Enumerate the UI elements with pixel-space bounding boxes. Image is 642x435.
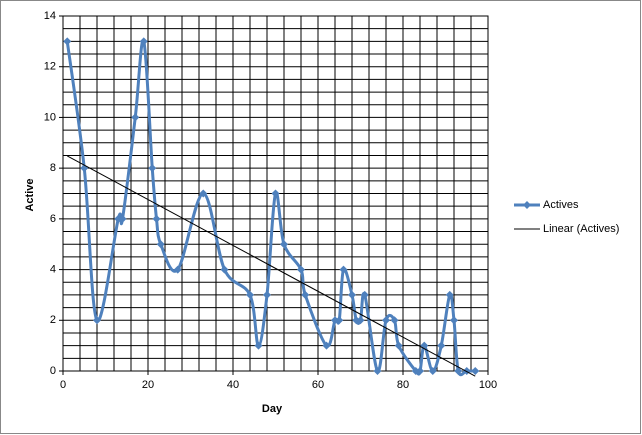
- y-tick-label: 10: [44, 111, 56, 123]
- marker: [428, 367, 437, 375]
- marker: [411, 367, 420, 375]
- y-axis-label: Active: [24, 178, 36, 211]
- marker: [199, 189, 208, 198]
- marker: [173, 265, 182, 274]
- marker: [152, 214, 161, 223]
- plot-border: [62, 15, 489, 372]
- marker: [254, 341, 263, 350]
- marker: [331, 316, 339, 325]
- y-tick-label: 12: [44, 61, 56, 73]
- marker: [297, 265, 305, 274]
- x-tick-label: 20: [142, 379, 154, 391]
- marker: [271, 189, 280, 198]
- marker: [450, 316, 458, 325]
- marker: [118, 214, 127, 223]
- marker: [63, 37, 72, 46]
- x-tick-label: 100: [479, 379, 497, 391]
- x-tick-label: 40: [227, 379, 239, 391]
- y-tick-label: 2: [50, 314, 56, 326]
- marker: [131, 113, 140, 122]
- marker: [360, 290, 369, 299]
- marker: [471, 367, 480, 375]
- marker: [280, 240, 288, 249]
- marker: [339, 265, 348, 274]
- marker: [416, 367, 424, 375]
- marker: [156, 240, 165, 249]
- marker: [114, 214, 123, 223]
- trendline: [67, 155, 476, 377]
- legend-label: Linear (Actives): [543, 223, 619, 235]
- x-axis-label: Day: [262, 403, 283, 415]
- marker: [437, 341, 446, 350]
- marker: [322, 341, 331, 350]
- marker: [356, 316, 365, 325]
- x-tick-label: 60: [312, 379, 324, 391]
- y-tick-label: 6: [50, 213, 56, 225]
- y-tick-label: 4: [50, 263, 56, 275]
- marker: [382, 316, 390, 325]
- marker: [93, 316, 101, 325]
- marker: [246, 290, 254, 299]
- marker: [301, 290, 310, 299]
- marker: [352, 316, 361, 325]
- marker: [390, 316, 399, 325]
- marker: [335, 316, 344, 325]
- marker: [445, 290, 454, 299]
- marker: [139, 37, 148, 46]
- y-tick-label: 14: [44, 10, 56, 22]
- marker: [348, 290, 356, 299]
- legend-marker: [523, 201, 531, 209]
- marker: [148, 164, 157, 173]
- x-tick-label: 80: [397, 379, 409, 391]
- marker: [373, 367, 382, 375]
- y-tick-label: 0: [50, 365, 56, 377]
- marker: [394, 341, 403, 350]
- marker: [263, 290, 271, 299]
- marker: [220, 265, 229, 274]
- marker: [454, 367, 463, 375]
- legend-label: Actives: [543, 199, 579, 211]
- x-tick-label: 0: [60, 379, 66, 391]
- y-tick-label: 8: [50, 162, 56, 174]
